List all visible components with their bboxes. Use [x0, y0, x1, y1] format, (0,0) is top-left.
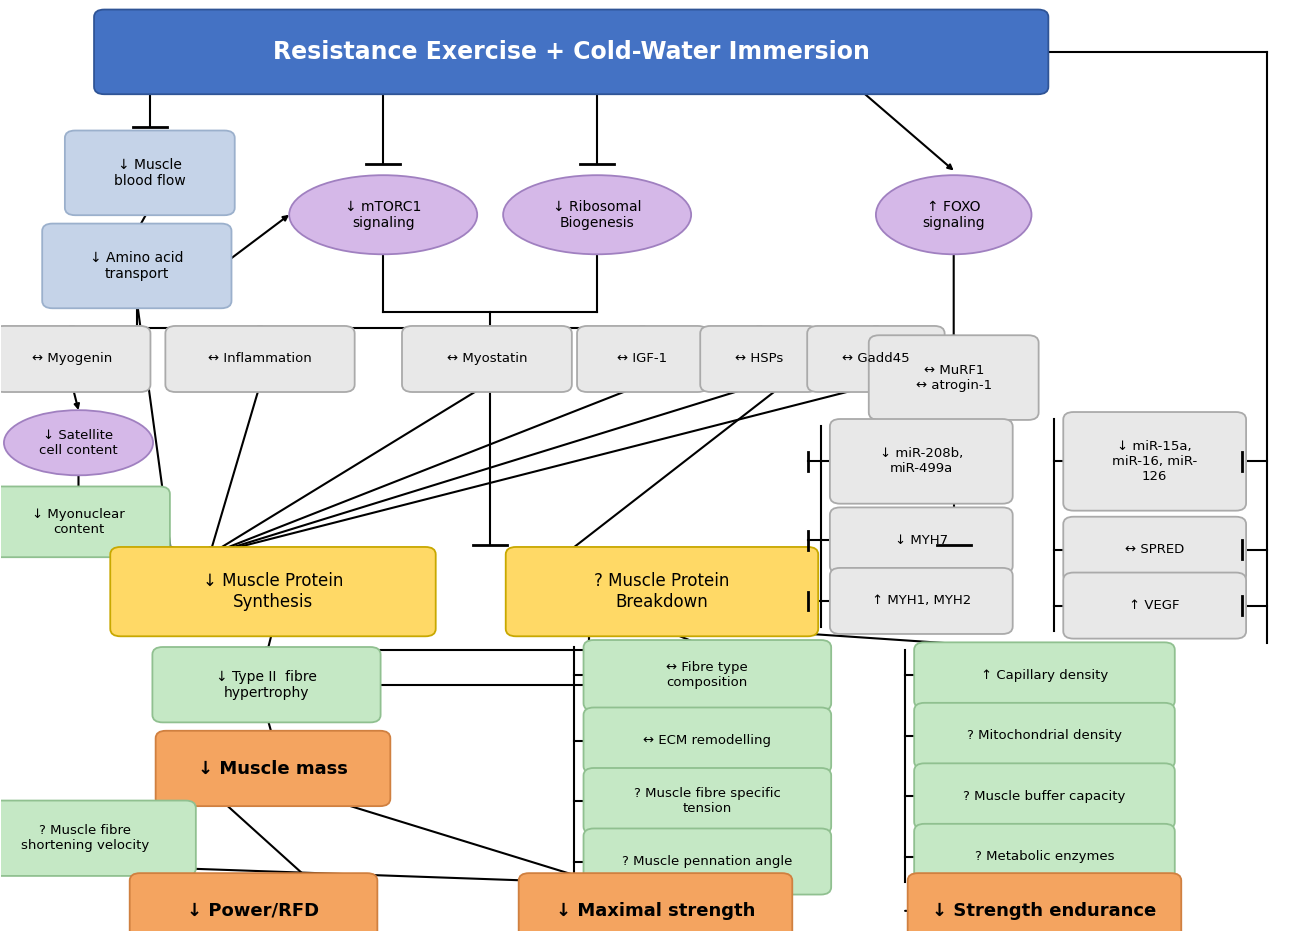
FancyBboxPatch shape [914, 642, 1175, 708]
FancyBboxPatch shape [65, 130, 235, 215]
Text: ? Metabolic enzymes: ? Metabolic enzymes [975, 850, 1114, 863]
Text: ↓ Strength endurance: ↓ Strength endurance [932, 902, 1157, 920]
Text: ↔ ECM remodelling: ↔ ECM remodelling [644, 734, 771, 747]
FancyBboxPatch shape [829, 568, 1012, 634]
Text: ↔ Myostatin: ↔ Myostatin [447, 352, 527, 365]
Text: Resistance Exercise + Cold-Water Immersion: Resistance Exercise + Cold-Water Immersi… [273, 40, 870, 64]
FancyBboxPatch shape [914, 703, 1175, 769]
FancyBboxPatch shape [700, 326, 818, 392]
FancyBboxPatch shape [584, 829, 831, 895]
Text: ↔ MuRF1
↔ atrogin-1: ↔ MuRF1 ↔ atrogin-1 [915, 363, 992, 391]
FancyBboxPatch shape [402, 326, 572, 392]
Text: ↑ MYH1, MYH2: ↑ MYH1, MYH2 [872, 595, 971, 608]
FancyBboxPatch shape [506, 547, 818, 637]
Text: ↓ miR-15a,
miR-16, miR-
126: ↓ miR-15a, miR-16, miR- 126 [1112, 440, 1197, 483]
Text: ↓ Type II  fibre
hypertrophy: ↓ Type II fibre hypertrophy [215, 669, 317, 700]
Text: ? Muscle pennation angle: ? Muscle pennation angle [622, 855, 793, 868]
Text: ↔ Inflammation: ↔ Inflammation [208, 352, 312, 365]
Text: ↑ VEGF: ↑ VEGF [1129, 599, 1180, 612]
Text: ↓ Myonuclear
content: ↓ Myonuclear content [32, 508, 125, 536]
Text: ↑ FOXO
signaling: ↑ FOXO signaling [923, 199, 985, 230]
Text: ? Muscle fibre
shortening velocity: ? Muscle fibre shortening velocity [21, 824, 149, 852]
FancyBboxPatch shape [1063, 572, 1246, 638]
Text: ? Muscle fibre specific
tension: ? Muscle fibre specific tension [633, 787, 781, 815]
Text: ↓ Muscle
blood flow: ↓ Muscle blood flow [114, 158, 186, 188]
FancyBboxPatch shape [807, 326, 945, 392]
Text: ↓ Satellite
cell content: ↓ Satellite cell content [39, 429, 118, 457]
FancyBboxPatch shape [907, 873, 1181, 932]
Ellipse shape [876, 175, 1032, 254]
Text: ↓ MYH7: ↓ MYH7 [894, 534, 948, 547]
FancyBboxPatch shape [914, 824, 1175, 890]
FancyBboxPatch shape [1063, 412, 1246, 511]
FancyBboxPatch shape [152, 647, 380, 722]
FancyBboxPatch shape [130, 873, 378, 932]
Text: ↓ Amino acid
transport: ↓ Amino acid transport [90, 251, 183, 281]
FancyBboxPatch shape [578, 326, 707, 392]
FancyBboxPatch shape [165, 326, 354, 392]
FancyBboxPatch shape [584, 768, 831, 834]
Text: ↓ Power/RFD: ↓ Power/RFD [187, 902, 319, 920]
FancyBboxPatch shape [914, 763, 1175, 829]
Text: ↓ mTORC1
signaling: ↓ mTORC1 signaling [345, 199, 422, 230]
FancyBboxPatch shape [1063, 516, 1246, 582]
Text: ↓ Ribosomal
Biogenesis: ↓ Ribosomal Biogenesis [553, 199, 641, 230]
Text: ↑ Capillary density: ↑ Capillary density [981, 669, 1108, 682]
Text: ? Muscle Protein
Breakdown: ? Muscle Protein Breakdown [594, 572, 729, 611]
Text: ? Mitochondrial density: ? Mitochondrial density [967, 730, 1121, 743]
Text: ↔ IGF-1: ↔ IGF-1 [618, 352, 667, 365]
Text: ↔ Fibre type
composition: ↔ Fibre type composition [666, 662, 748, 690]
Text: ↓ Muscle mass: ↓ Muscle mass [199, 760, 348, 777]
FancyBboxPatch shape [519, 873, 792, 932]
FancyBboxPatch shape [43, 224, 231, 308]
FancyBboxPatch shape [584, 707, 831, 774]
Text: ↓ Maximal strength: ↓ Maximal strength [556, 902, 755, 920]
Text: ↓ miR-208b,
miR-499a: ↓ miR-208b, miR-499a [880, 447, 963, 475]
FancyBboxPatch shape [110, 547, 436, 637]
Ellipse shape [4, 410, 153, 475]
FancyBboxPatch shape [584, 640, 831, 711]
Text: ↔ HSPs: ↔ HSPs [735, 352, 783, 365]
Ellipse shape [504, 175, 691, 254]
FancyBboxPatch shape [868, 336, 1038, 420]
Text: ↔ Myogenin: ↔ Myogenin [32, 352, 112, 365]
Ellipse shape [289, 175, 478, 254]
Text: ↔ Gadd45: ↔ Gadd45 [842, 352, 910, 365]
FancyBboxPatch shape [829, 419, 1012, 503]
FancyBboxPatch shape [829, 507, 1012, 573]
FancyBboxPatch shape [156, 731, 391, 806]
Text: ↓ Muscle Protein
Synthesis: ↓ Muscle Protein Synthesis [202, 572, 343, 611]
FancyBboxPatch shape [0, 801, 196, 876]
FancyBboxPatch shape [0, 487, 170, 557]
Text: ↔ SPRED: ↔ SPRED [1125, 543, 1184, 556]
FancyBboxPatch shape [0, 326, 151, 392]
FancyBboxPatch shape [93, 9, 1049, 94]
Text: ? Muscle buffer capacity: ? Muscle buffer capacity [963, 789, 1125, 802]
